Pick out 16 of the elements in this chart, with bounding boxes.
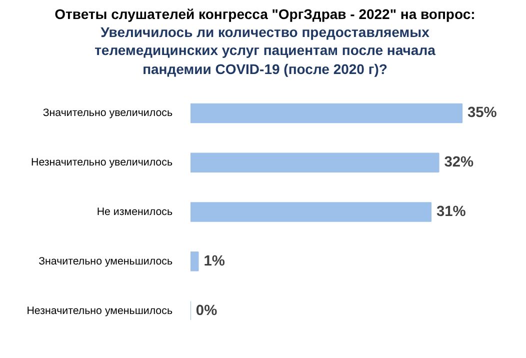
data-label: 35% [467,104,497,121]
y-tick-label: Не изменилось [96,206,173,218]
y-tick-label: Незначительно увеличилось [31,156,173,168]
data-label: 32% [444,154,474,170]
chart-subtitle: Увеличилось ли количество предоставляемых телемедицинских услуг пациентам после начала пандемии COVID-19 (после 2020 г)? [94,23,436,78]
bar [190,103,463,123]
data-label: 31% [436,204,466,220]
y-tick-label: Значительно увеличилось [42,106,173,119]
bar [190,202,432,222]
data-label: 0% [196,302,218,319]
chart-title: Ответы слушателей конгресса "ОргЗдрав - 2022" на вопрос: [54,5,476,24]
bar [190,251,199,272]
y-tick-label: Значительно уменьшилось [38,255,173,268]
y-tick-label: Незначительно уменьшилось [26,304,173,317]
data-label: 1% [204,253,225,270]
bar [190,152,440,172]
